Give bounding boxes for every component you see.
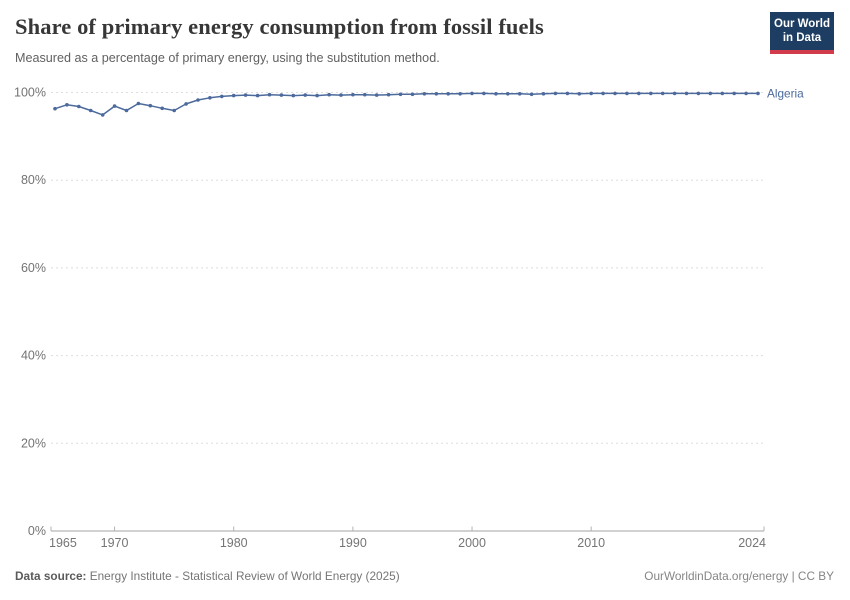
data-point-1995 — [410, 92, 415, 97]
entity-label-algeria[interactable]: Algeria — [767, 86, 804, 100]
data-point-1978 — [208, 96, 212, 100]
data-point-1999 — [458, 92, 462, 96]
data-point-1984 — [279, 93, 284, 97]
data-point-1976 — [184, 102, 188, 106]
x-tick-label-1980: 1980 — [220, 536, 248, 550]
data-point-2020 — [708, 91, 713, 96]
data-point-2017 — [672, 91, 677, 96]
data-point-2023 — [744, 91, 748, 96]
y-tick-label-0: 0% — [28, 524, 46, 538]
data-point-1975 — [172, 108, 176, 113]
data-point-1969 — [100, 113, 105, 117]
data-point-1996 — [422, 92, 427, 96]
data-point-2019 — [696, 91, 701, 96]
data-point-1973 — [148, 103, 153, 108]
chart-subtitle: Measured as a percentage of primary ener… — [15, 51, 440, 65]
y-tick-label-40: 40% — [21, 349, 46, 363]
owid-credit-link[interactable]: OurWorldinData.org/energy | CC BY — [644, 569, 834, 583]
data-point-2016 — [660, 91, 665, 96]
data-point-1968 — [88, 108, 93, 113]
data-point-1980 — [231, 93, 236, 98]
data-point-2003 — [506, 92, 510, 96]
x-tick-label-2010: 2010 — [577, 536, 605, 550]
data-point-2004 — [517, 92, 522, 96]
data-point-2001 — [482, 91, 486, 96]
y-tick-label-80: 80% — [21, 173, 46, 187]
data-point-1982 — [255, 93, 260, 98]
data-point-1971 — [124, 108, 129, 113]
y-tick-label-20: 20% — [21, 436, 46, 450]
data-point-1965 — [53, 106, 57, 111]
data-point-2006 — [541, 92, 546, 96]
data-point-1970 — [112, 104, 117, 108]
data-point-2014 — [637, 91, 641, 96]
data-point-1983 — [267, 92, 272, 97]
owid-logo-line2: in Data — [782, 31, 822, 44]
data-point-2015 — [649, 91, 653, 96]
owid-logo-line1: Our World — [774, 18, 831, 30]
owid-logo[interactable]: Our World in Data — [770, 12, 834, 55]
data-point-2000 — [470, 91, 474, 96]
x-tick-label-1990: 1990 — [339, 536, 367, 550]
data-point-1988 — [327, 92, 331, 97]
data-point-1990 — [351, 92, 355, 97]
data-point-1986 — [303, 93, 308, 97]
data-point-2024 — [756, 91, 760, 96]
data-point-1997 — [434, 92, 439, 96]
series-line-algeria — [54, 92, 759, 116]
x-tick-label-1970: 1970 — [101, 536, 129, 550]
data-point-1987 — [315, 93, 319, 98]
x-tick-label-2000: 2000 — [458, 536, 486, 550]
page-title: Share of primary energy consumption from… — [15, 14, 544, 39]
data-point-1981 — [243, 93, 248, 97]
data-source-note: Data source: Energy Institute - Statisti… — [15, 569, 400, 583]
data-point-1974 — [160, 106, 164, 111]
x-tick-label-2024: 2024 — [738, 536, 766, 550]
data-point-2009 — [577, 92, 582, 96]
data-point-1992 — [374, 93, 379, 97]
data-point-1972 — [136, 101, 141, 106]
data-point-1985 — [291, 93, 296, 98]
data-point-2007 — [553, 91, 558, 96]
data-source-text: Energy Institute - Statistical Review of… — [86, 569, 400, 583]
data-point-1998 — [446, 92, 451, 96]
data-point-1977 — [196, 98, 200, 102]
y-tick-label-100: 100% — [14, 86, 46, 100]
data-point-1966 — [65, 103, 69, 107]
data-point-1967 — [77, 104, 81, 109]
data-point-2010 — [589, 91, 593, 96]
data-point-2005 — [529, 92, 534, 97]
data-point-1991 — [363, 92, 367, 97]
y-tick-label-60: 60% — [21, 261, 46, 275]
data-source-label: Data source: — [15, 569, 87, 583]
data-point-2002 — [494, 92, 498, 96]
x-tick-label-1965: 1965 — [49, 536, 77, 550]
data-point-1979 — [220, 94, 224, 99]
data-point-2012 — [613, 91, 617, 96]
data-point-1989 — [339, 93, 343, 97]
data-point-1994 — [398, 92, 403, 97]
data-point-1993 — [386, 92, 391, 97]
data-point-2008 — [565, 91, 570, 96]
data-point-2022 — [732, 91, 736, 96]
data-point-2021 — [720, 91, 725, 96]
data-point-2011 — [601, 91, 605, 96]
data-point-2013 — [625, 91, 629, 96]
data-point-2018 — [684, 91, 689, 96]
